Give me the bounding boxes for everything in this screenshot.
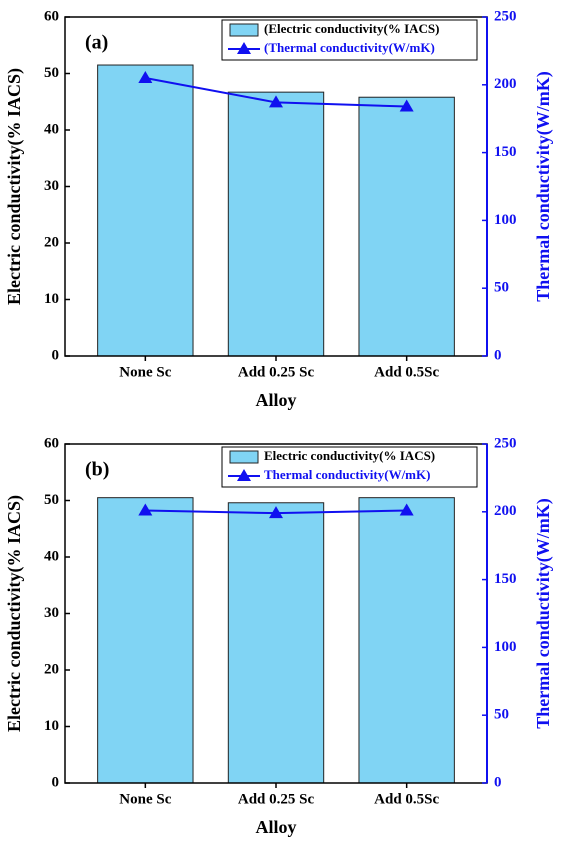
y-tick-label: 30 [44,605,59,621]
y-tick-label: 40 [44,548,59,564]
y2-tick-label: 0 [494,774,502,790]
triangle-marker [399,99,414,112]
triangle-marker [399,503,414,516]
panel-label: (b) [85,459,109,481]
y2-axis-title: Thermal conductivity(W/mK) [533,71,554,301]
y2-tick-label: 0 [494,347,502,363]
bar [227,91,325,357]
y2-axis-title: Thermal conductivity(W/mK) [533,498,554,728]
panel-label: (a) [85,32,108,54]
legend-label: Thermal conductivity(W/mK) [264,467,430,482]
bar [358,497,455,784]
x-axis-title: Alloy [255,390,296,410]
y2-tick-label: 250 [494,8,517,24]
triangle-marker [138,503,153,516]
legend-box [221,446,478,488]
legend-label: (Thermal conductivity(W/mK) [264,40,435,55]
y-tick-label: 10 [44,291,59,307]
y-tick-label: 20 [44,661,59,677]
bar [227,502,325,784]
legend-label: (Electric conductivity(% IACS) [264,21,439,36]
y2-tick-label: 50 [494,280,509,296]
y2-tick-label: 200 [494,503,517,519]
y-tick-label: 50 [44,492,59,508]
chart-panel: 0 10 20 30 40 50 60 0 50 100 150 200 250 None Sc Add 0… [4,8,554,410]
triangle-marker [269,95,283,108]
y-tick-label: 10 [44,718,59,734]
legend-marker [237,469,251,481]
x-tick-label: Add 0.25 Sc [238,364,315,380]
y2-tick-label: 100 [494,639,517,655]
legend-swatch [229,450,259,464]
y-tick-label: 60 [44,8,59,24]
triangle-marker [269,506,283,519]
bar [97,497,194,784]
y-tick-label: 50 [44,65,59,81]
y-axis-title: Electric conductivity(% IACS) [4,495,25,732]
y-tick-label: 0 [52,774,60,790]
legend-label: Electric conductivity(% IACS) [264,448,435,463]
y-tick-label: 0 [52,347,60,363]
bar [97,64,194,357]
y-tick-label: 30 [44,178,59,194]
triangle-marker [138,71,153,84]
x-tick-label: None Sc [119,364,171,380]
legend-marker [237,42,251,54]
legend-box [221,19,478,61]
chart-panel: 0 10 20 30 40 50 60 0 50 100 150 200 250 None Sc Add 0… [4,435,554,837]
y-tick-label: 40 [44,121,59,137]
y2-tick-label: 50 [494,707,509,723]
bar [358,96,455,357]
y2-tick-label: 200 [494,76,517,92]
y-tick-label: 20 [44,234,59,250]
x-tick-label: None Sc [119,791,171,807]
x-tick-label: Add 0.5Sc [374,791,439,807]
x-axis-title: Alloy [255,817,296,837]
y-tick-label: 60 [44,435,59,451]
x-tick-label: Add 0.5Sc [374,364,439,380]
x-tick-label: Add 0.25 Sc [238,791,315,807]
y2-tick-label: 100 [494,212,517,228]
y-axis-title: Electric conductivity(% IACS) [4,68,25,305]
y2-tick-label: 150 [494,144,517,160]
y2-tick-label: 150 [494,571,517,587]
y2-tick-label: 250 [494,435,517,451]
legend-swatch [229,23,259,37]
